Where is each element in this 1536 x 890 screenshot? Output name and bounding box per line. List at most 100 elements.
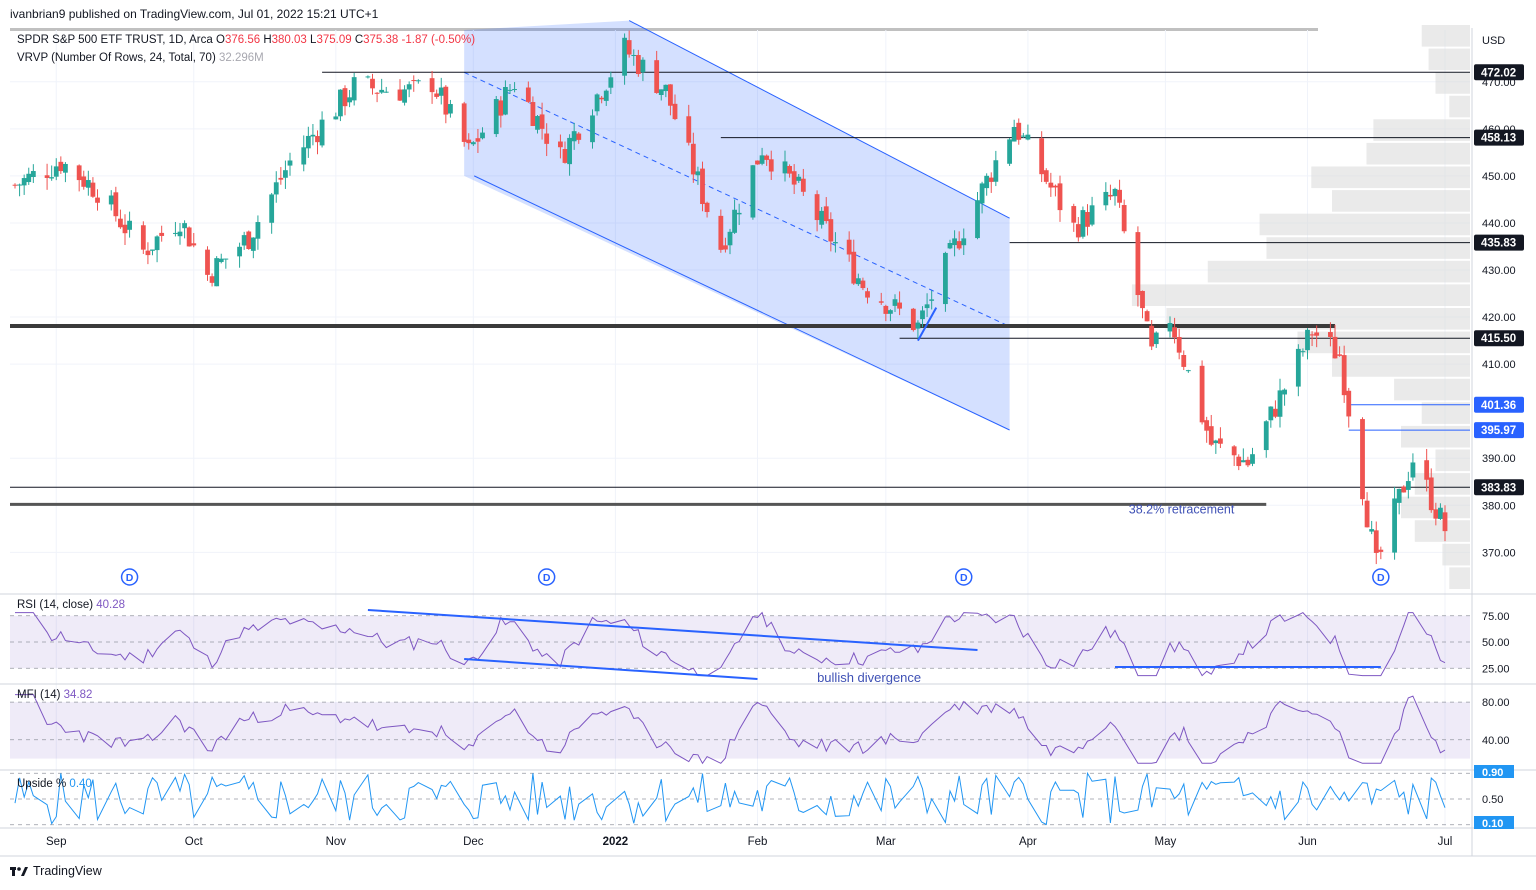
price-label-box [1474, 330, 1524, 347]
candle-body [21, 178, 27, 186]
candle-body [310, 134, 316, 137]
candle-body [1337, 354, 1342, 356]
rsi-axis-tick: 50.00 [1482, 637, 1510, 649]
candle-body [1438, 507, 1443, 519]
candle-body [984, 175, 990, 189]
candle-body [732, 209, 737, 233]
mfi-line [15, 694, 1446, 765]
candle-body [493, 99, 499, 135]
candle-body [1085, 212, 1090, 227]
candle-body [1424, 460, 1430, 480]
candle-body [58, 161, 64, 172]
channel-lower-line [473, 175, 1010, 431]
volume-profile-bar [1435, 449, 1470, 472]
candle-body [539, 114, 545, 129]
volume-profile-bar [1366, 142, 1470, 165]
candle-body [173, 232, 178, 234]
candle-body [1048, 182, 1054, 188]
candle-body [782, 161, 788, 174]
candle-body [658, 89, 664, 96]
candle-body [1176, 336, 1182, 353]
candle-body [736, 212, 742, 215]
candle-body [269, 194, 275, 223]
tradingview-footer[interactable]: TradingView [10, 864, 102, 878]
candle-body [833, 242, 838, 244]
candle-body [383, 91, 389, 93]
volume-profile-bar [1421, 402, 1470, 424]
candle-body [1240, 460, 1246, 463]
upside-highlight-text: 0.10 [1482, 818, 1503, 830]
candle-body [127, 220, 132, 230]
upside-highlight-box [1474, 765, 1514, 778]
candle-body [1144, 311, 1150, 322]
candle-body [1433, 509, 1439, 519]
vrvp-label: VRVP (Number Of Rows, 24, Total, 70) [17, 52, 216, 64]
volume-profile-bar [1207, 260, 1470, 283]
candle-body [947, 243, 953, 249]
candle-body [1208, 426, 1214, 445]
candle-body [558, 141, 563, 148]
candle-body [512, 89, 517, 91]
volume-profile-bar [1394, 378, 1470, 401]
dividend-marker-label: D [543, 572, 551, 584]
candle-body [1112, 188, 1118, 197]
candle-body [150, 249, 155, 251]
candle-body [338, 89, 343, 117]
price-label-text: 435.83 [1481, 238, 1516, 250]
upside-highlight-box [1474, 816, 1514, 829]
candle-body [787, 166, 792, 174]
price-label-box [1474, 422, 1524, 439]
candle-body [342, 88, 348, 107]
close-value: 375.38 [363, 34, 399, 46]
upside-highlight-text: 0.90 [1482, 767, 1503, 779]
mfi-axis-tick: 80.00 [1482, 697, 1510, 709]
mfi-axis-tick: 40.00 [1482, 735, 1510, 747]
candle-body [53, 166, 59, 177]
price-label-box [1474, 396, 1524, 413]
candle-body [530, 102, 536, 126]
candle-body [1369, 529, 1375, 532]
candle-body [622, 37, 627, 76]
candle-body [1277, 390, 1283, 417]
rsi-value: 40.28 [96, 599, 126, 611]
candle-body [397, 89, 403, 101]
candle-body [1410, 462, 1416, 478]
candle-body [438, 87, 444, 96]
candle-body [287, 160, 293, 166]
candle-body [1373, 530, 1379, 553]
candle-body [1057, 183, 1063, 211]
candle-body [1328, 332, 1333, 337]
candle-body [975, 200, 980, 239]
candle-body [1121, 205, 1127, 232]
candle-body [567, 137, 572, 165]
upside-label: Upside % [17, 778, 67, 790]
candle-body [370, 78, 375, 89]
candle-body [562, 149, 568, 163]
candle-body [663, 84, 669, 92]
volume-profile-bar [1373, 119, 1470, 141]
candle-body [1250, 454, 1255, 464]
candle-body [1071, 206, 1077, 223]
candle-body [498, 100, 504, 116]
price-label-text: 472.02 [1481, 67, 1516, 79]
top-border-line [10, 28, 1318, 31]
rsi-label: RSI (14, close) [17, 599, 94, 611]
candle-body [888, 310, 893, 314]
candle-body [929, 299, 935, 301]
time-axis-label: Nov [326, 836, 347, 848]
volume-profile-bar [1449, 95, 1470, 118]
upside-legend: Upside % 0.40 [17, 778, 92, 790]
candle-body [690, 143, 696, 175]
time-axis-label: Dec [463, 836, 484, 848]
candle-body [81, 176, 87, 187]
price-axis-tick: 440.00 [1482, 218, 1516, 230]
candle-body [1075, 224, 1081, 238]
candle-body [791, 171, 797, 185]
candle-body [466, 139, 472, 144]
candle-body [1273, 408, 1278, 417]
candle-body [214, 258, 220, 287]
candle-body [1218, 438, 1223, 444]
time-axis-label: Oct [185, 836, 204, 848]
candle-body [76, 165, 82, 181]
